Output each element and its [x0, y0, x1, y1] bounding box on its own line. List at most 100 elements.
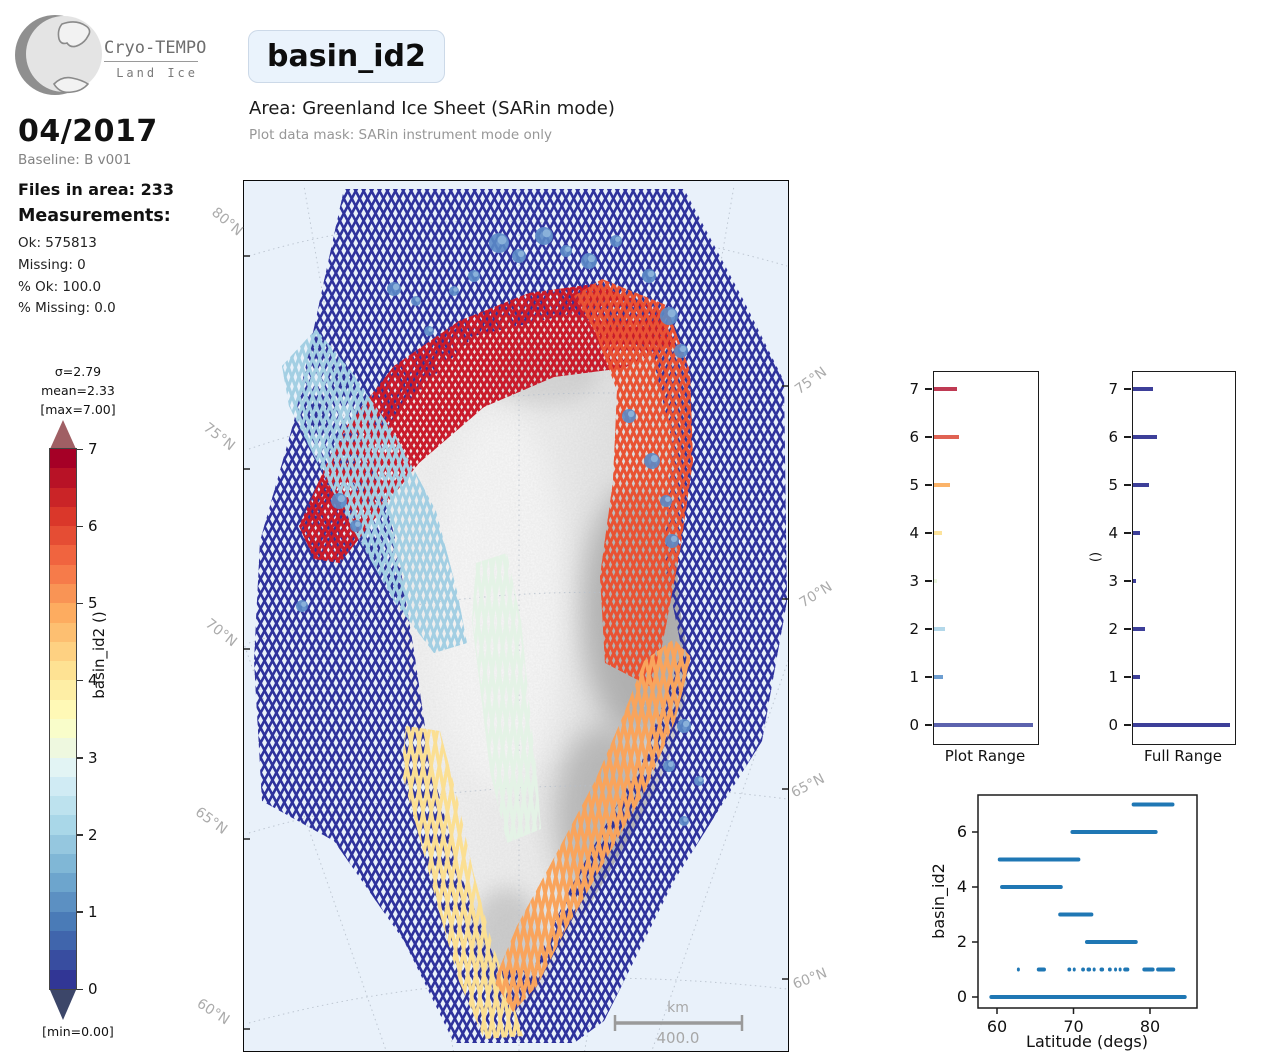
hist-bar-basin-7: [934, 386, 957, 392]
colorbar-band: [50, 661, 76, 681]
hist-bar-basin-3: [1133, 578, 1136, 584]
lat-label-left: 80°N: [208, 204, 246, 240]
files-in-area-label: Files in area: 233: [18, 180, 174, 199]
scatter-series-basin-0: [989, 995, 1187, 999]
colorbar-band: [50, 892, 76, 912]
stat-ok: Ok: 575813: [18, 235, 97, 251]
hist-ytick: [1124, 532, 1131, 534]
colorbar-mean: mean=2.33: [41, 382, 115, 398]
colorbar-min: [min=0.00]: [42, 1024, 114, 1039]
hist-bar-basin-0: [934, 722, 1033, 728]
colorbar-tick: [77, 757, 83, 759]
lat-label-right: 65°N: [788, 770, 828, 802]
variable-title-chip: basin_id2: [248, 30, 445, 83]
logo-title: Cryo-TEMPO: [104, 38, 206, 62]
hist-ytick-label: 5: [909, 476, 919, 494]
colorbar-tick-label: 0: [88, 980, 98, 998]
colorbar-tick-label: 5: [88, 594, 98, 613]
scatter-ytick-label: 4: [957, 877, 967, 896]
hist-ytick: [1124, 436, 1131, 438]
logo-subtitle: Land Ice: [116, 66, 198, 80]
hist-ytick: [1124, 724, 1131, 726]
colorbar-tick-label: 4: [88, 671, 98, 690]
colorbar-tick: [77, 834, 83, 836]
baseline-label: Baseline: B v001: [18, 152, 132, 168]
hist-ytick-label: 4: [909, 524, 919, 542]
hist-ytick: [925, 388, 932, 390]
stat-missing: Missing: 0: [18, 257, 86, 273]
colorbar-band: [50, 911, 76, 932]
area-subtitle: Area: Greenland Ice Sheet (SARin mode): [249, 98, 615, 119]
hist-ytick-label: 3: [909, 572, 919, 590]
scatter-series-basin-3: [1058, 912, 1094, 917]
hist-ytick: [1124, 580, 1131, 582]
lat-label-left: 75°N: [200, 419, 238, 455]
greenland-map: km 400.0: [83, 181, 955, 1060]
hist-bar-basin-2: [934, 626, 946, 632]
scalebar-value: 400.0: [657, 1029, 700, 1047]
measurements-heading: Measurements:: [18, 206, 171, 226]
colorbar-stats: σ=2.79 mean=2.33 [max=7.00]: [18, 363, 138, 419]
scatter-ylabel: basin_id2: [930, 863, 949, 939]
colorbar-band: [50, 564, 76, 584]
hist-ytick-label: 7: [1108, 380, 1118, 398]
scatter-ytick-label: 6: [957, 822, 967, 841]
colorbar-sigma: σ=2.79: [54, 364, 102, 379]
colorbar-band: [50, 603, 76, 623]
lat-label-right: 60°N: [790, 965, 830, 993]
colorbar-tick-label: 6: [88, 517, 98, 536]
colorbar-tick-label: 3: [88, 748, 98, 767]
colorbar-under-arrow: [50, 990, 76, 1020]
hist-ytick-label: 2: [909, 620, 919, 638]
logo-text-block: Cryo-TEMPO Land Ice: [104, 38, 206, 80]
hist-bar-basin-6: [1133, 434, 1158, 440]
colorbar-band: [50, 680, 76, 700]
scatter-xtick-label: 70: [1063, 1017, 1083, 1036]
colorbar-band: [50, 641, 76, 662]
full-range-histogram: [1132, 371, 1236, 745]
hist-ytick-label: 6: [1108, 428, 1118, 446]
hist-ytick-label: 1: [1108, 668, 1118, 686]
scatter-ytick-label: 2: [957, 932, 967, 951]
hist-bar-basin-2: [1133, 626, 1146, 632]
colorbar-band: [50, 699, 76, 719]
hist-ytick: [925, 580, 932, 582]
scatter-xlabel: Latitude (degs): [1026, 1032, 1148, 1051]
map-scalebar: km 400.0: [613, 1000, 744, 1047]
scatter-series-basin-7: [1131, 802, 1175, 807]
hist-bar-basin-1: [1133, 674, 1141, 680]
hist-ytick: [925, 628, 932, 630]
hist-ytick-label: 6: [909, 428, 919, 446]
cryo-tempo-logo: [15, 15, 102, 95]
scatter-ytick-label: 0: [957, 987, 967, 1006]
colorbar-tick: [77, 679, 83, 682]
hist-ytick: [925, 484, 932, 486]
hist-bar-basin-0: [1133, 722, 1230, 728]
colorbar-tick-label: 1: [88, 902, 98, 921]
colorbar-band: [50, 853, 76, 874]
hist-ytick: [925, 724, 932, 726]
colorbar-band: [50, 718, 76, 739]
scatter-series-basin-6: [1070, 830, 1158, 834]
greenland-map-panel: km 400.0: [83, 180, 955, 1060]
hist-ytick-label: 2: [1108, 620, 1118, 638]
scatter-xtick-label: 60: [987, 1017, 1007, 1036]
colorbar-band: [50, 526, 76, 546]
colorbar-tick: [77, 911, 83, 913]
latitude-scatter-plot: 60 70 80 0 2 4 6 basin_id2 Latitude (degs): [930, 794, 1198, 1051]
scatter-series-basin-2: [1084, 940, 1138, 944]
colorbar-band: [50, 583, 76, 604]
hist-bar-basin-3: [934, 578, 938, 584]
colorbar-band: [50, 969, 76, 989]
hist-ytick-label: 0: [909, 716, 919, 734]
stat-pct-missing: % Missing: 0.0: [18, 300, 116, 316]
lat-label-right: 75°N: [792, 364, 830, 398]
hist-ytick: [925, 676, 932, 678]
plot-range-histogram: [933, 371, 1039, 745]
colorbar-band: [50, 834, 76, 854]
lat-label-right: 70°N: [796, 578, 836, 612]
colorbar-band: [50, 776, 76, 797]
mask-subtitle: Plot data mask: SARin instrument mode on…: [249, 127, 553, 143]
hist-bar-basin-7: [1133, 386, 1154, 392]
hist-bar-basin-1: [934, 674, 944, 680]
